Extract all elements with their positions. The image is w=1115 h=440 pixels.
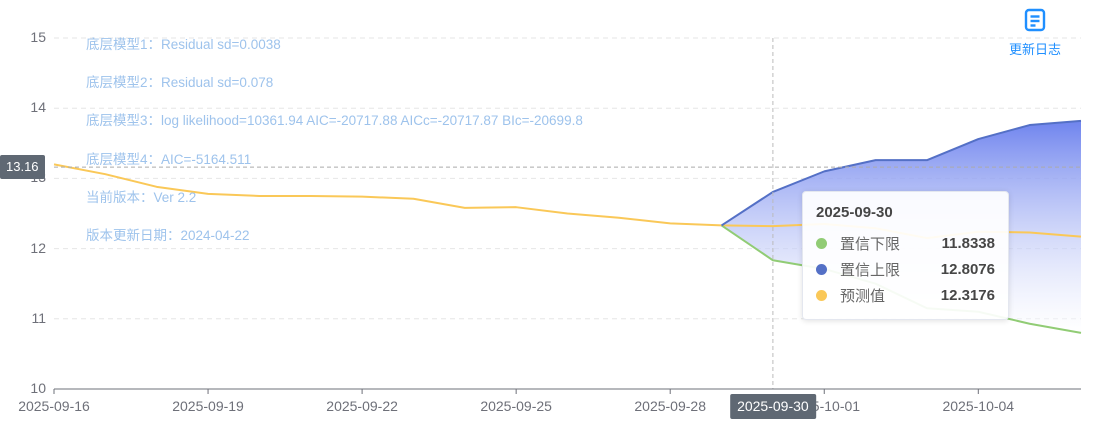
y-tick-label: 15 xyxy=(30,29,46,45)
model-note-3: 底层模型3：log likelihood=10361.94 AIC=-20717… xyxy=(86,113,583,128)
axis-pointer-x-label: 2025-09-30 xyxy=(730,394,816,419)
model-note-2: 底层模型2：Residual sd=0.078 xyxy=(86,75,274,90)
tooltip-title: 2025-09-30 xyxy=(816,204,893,221)
tooltip-series-name: 置信下限 xyxy=(840,235,901,253)
changelog-button[interactable]: 更新日志 xyxy=(1000,8,1070,58)
update-date-note: 版本更新日期：2024-04-22 xyxy=(86,228,250,243)
chart-tooltip: 2025-09-30 置信下限 11.8338 置信上限 12.8076 预测值… xyxy=(802,191,1009,320)
tooltip-row: 预测值 12.3176 xyxy=(816,282,995,308)
changelog-label: 更新日志 xyxy=(1008,42,1061,57)
x-tick-label: 2025-09-28 xyxy=(634,398,706,414)
x-tick-label: 2025-09-19 xyxy=(172,398,244,414)
tooltip-row: 置信下限 11.8338 xyxy=(816,230,995,256)
tooltip-series-name: 预测值 xyxy=(840,287,886,305)
tooltip-series-value: 12.8076 xyxy=(940,260,995,278)
series-dot-icon xyxy=(816,237,827,249)
y-tick-label: 10 xyxy=(30,380,46,396)
axis-pointer-y-label: 13.16 xyxy=(0,155,45,179)
series-line xyxy=(721,119,1082,227)
x-tick-label: 2025-09-16 xyxy=(18,398,90,414)
tooltip-series-value: 11.8338 xyxy=(941,234,995,252)
model-note-4: 底层模型4：AIC=-5164.511 xyxy=(86,152,252,167)
y-tick-label: 11 xyxy=(31,309,46,326)
series-dot-icon xyxy=(816,289,827,301)
series-dot-icon xyxy=(816,263,827,275)
document-icon xyxy=(1024,8,1046,32)
x-tick-label: 2025-09-25 xyxy=(480,398,552,414)
x-tick-label: 2025-09-22 xyxy=(326,398,398,414)
tooltip-series-value: 12.3176 xyxy=(940,286,995,304)
tooltip-row: 置信上限 12.8076 xyxy=(816,256,995,282)
y-tick-label: 12 xyxy=(30,239,46,256)
version-note: 当前版本：Ver 2.2 xyxy=(86,190,197,205)
y-tick-label: 14 xyxy=(30,99,46,116)
tooltip-series-name: 置信上限 xyxy=(840,261,901,279)
model-note-1: 底层模型1：Residual sd=0.0038 xyxy=(86,37,281,52)
x-tick-label: 2025-10-04 xyxy=(942,398,1015,414)
